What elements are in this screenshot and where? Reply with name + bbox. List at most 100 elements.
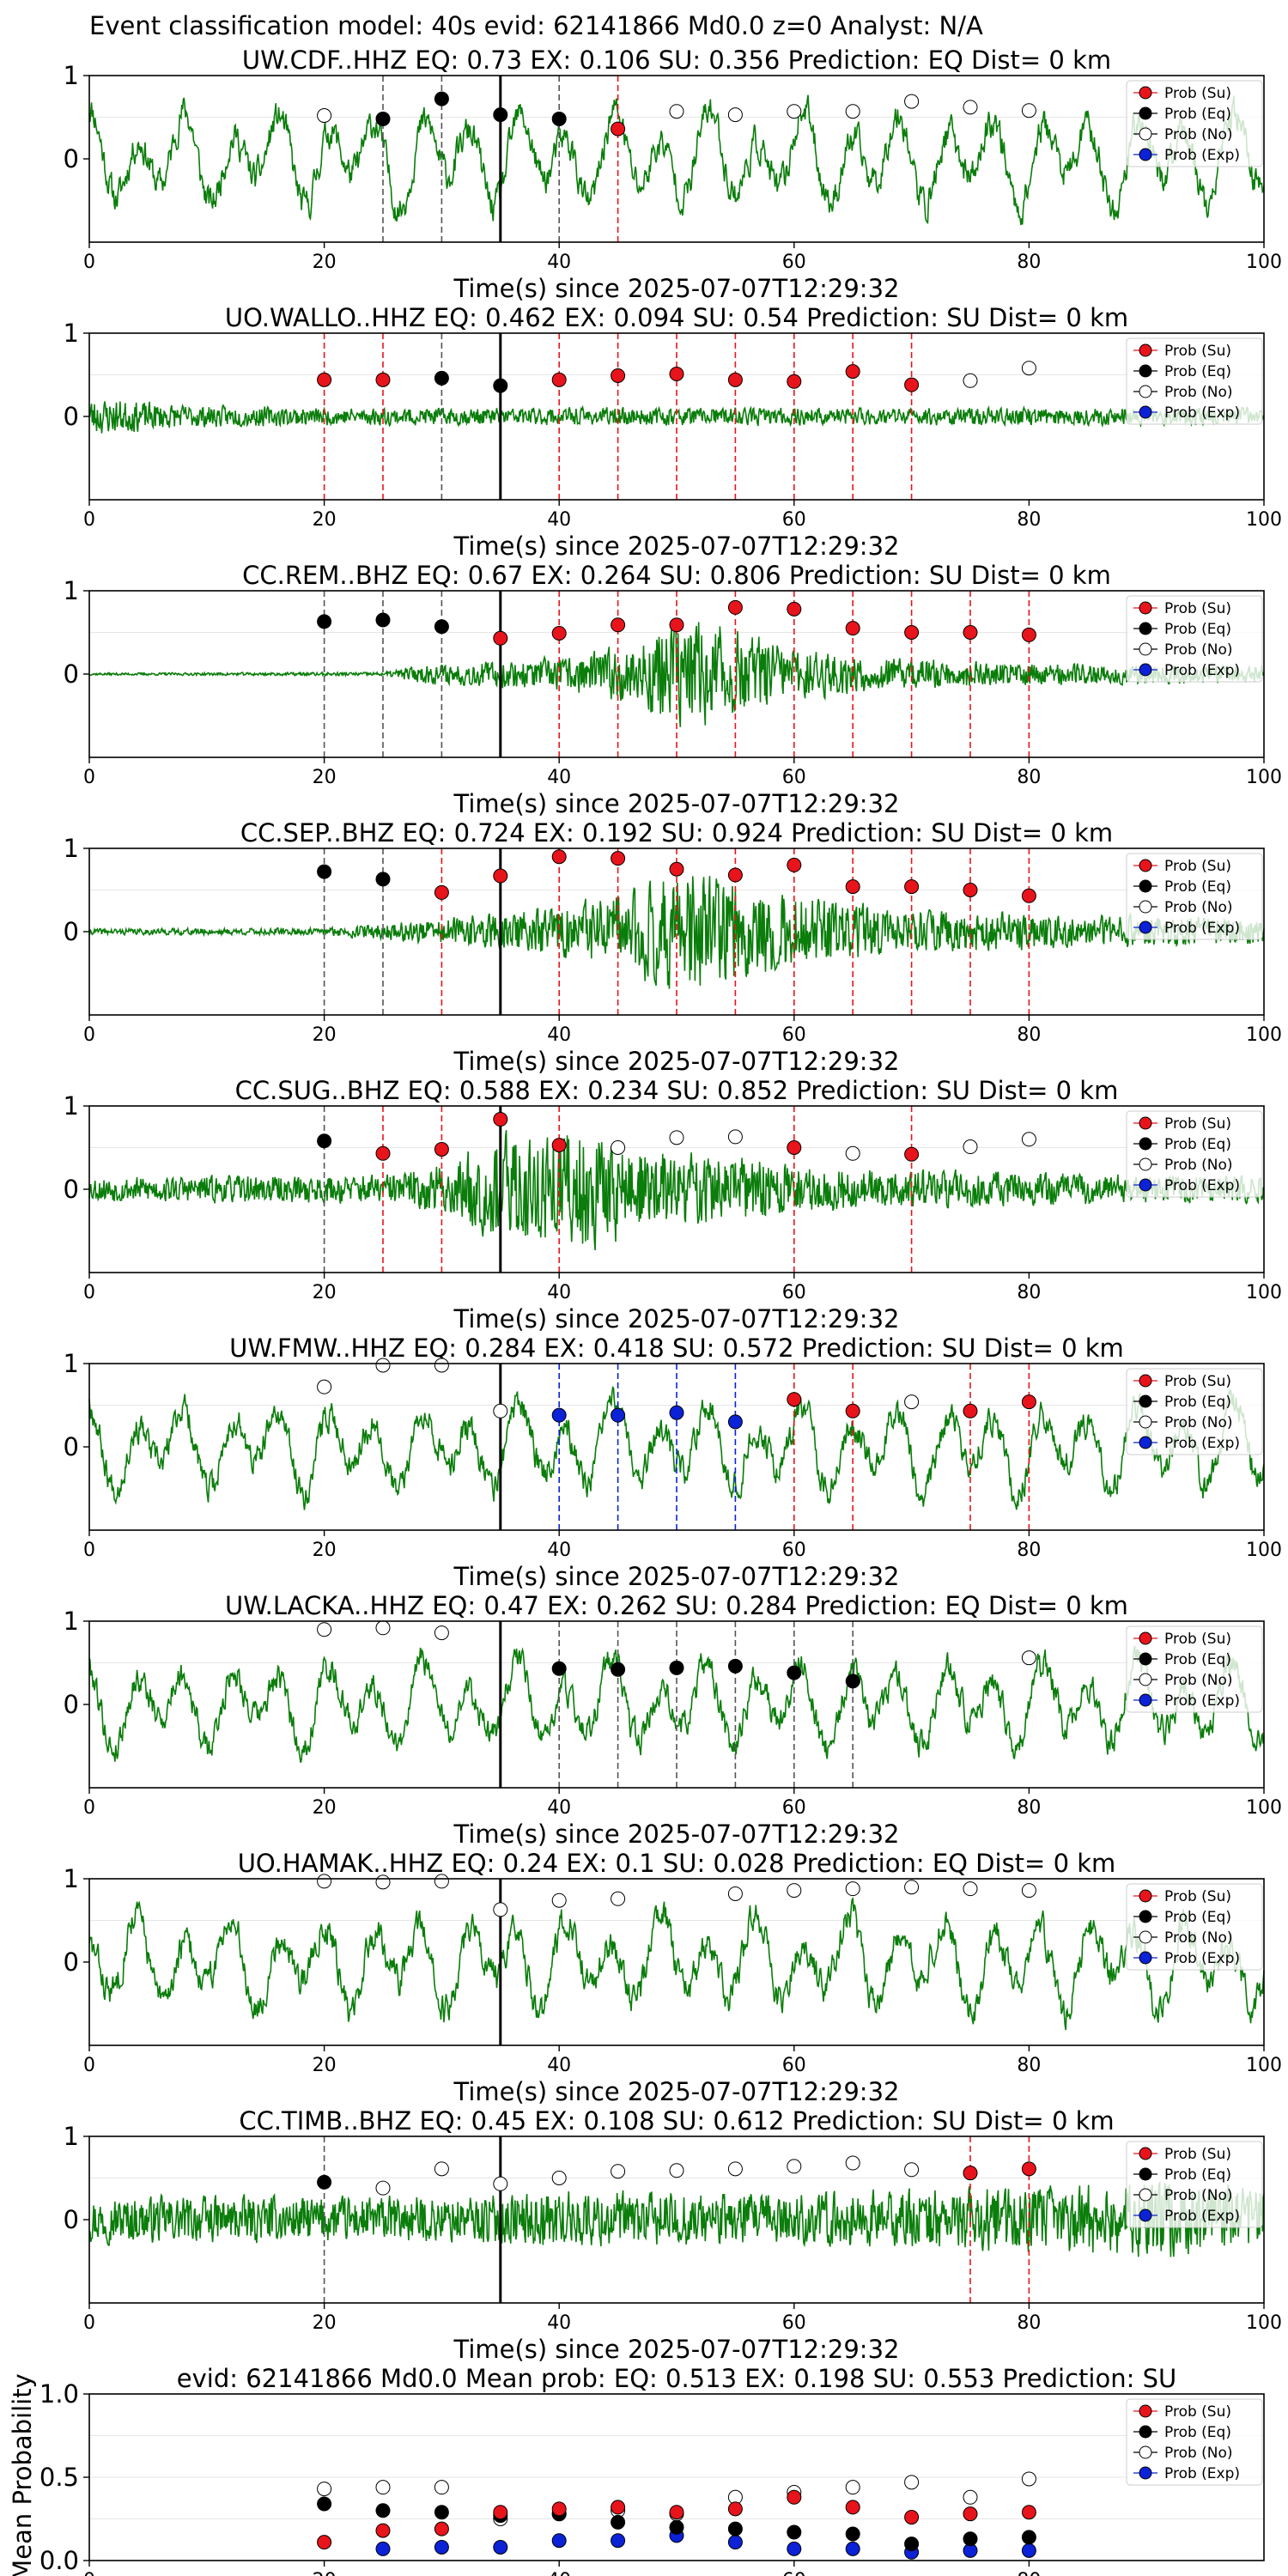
waveform-trace — [88, 876, 1265, 989]
probability-point-eq — [434, 91, 449, 106]
probability-point-no — [727, 107, 743, 123]
y-tick-label: 1 — [64, 1607, 79, 1636]
probability-point-no — [1021, 1650, 1036, 1666]
mean-point-no — [963, 2489, 978, 2505]
x-tick-label: 80 — [1017, 1797, 1041, 1819]
probability-point-eq — [317, 864, 332, 879]
x-axis-label: Time(s) since 2025-07-07T12:29:32 — [453, 1562, 900, 1591]
x-tick-label: 100 — [1246, 2055, 1282, 2076]
probability-point-su — [787, 1392, 802, 1407]
mean-point-su — [493, 2505, 508, 2520]
legend-box — [1126, 1368, 1263, 1455]
x-axis-label: Time(s) since 2025-07-07T12:29:32 — [453, 532, 900, 561]
x-tick-label: 20 — [313, 1024, 337, 1046]
legend-box — [1126, 1110, 1263, 1198]
legend-marker-exp — [1139, 148, 1152, 161]
legend-marker-exp — [1139, 663, 1152, 677]
probability-point-eq — [669, 1660, 684, 1675]
x-tick-label: 60 — [782, 2570, 806, 2576]
probability-point-su — [493, 868, 508, 884]
probability-point-no — [375, 1620, 391, 1636]
legend-marker-su — [1139, 1889, 1152, 1903]
mean-point-eq — [669, 2519, 684, 2535]
probability-point-no — [963, 100, 978, 115]
x-tick-label: 20 — [313, 767, 337, 788]
probability-point-su — [611, 368, 626, 383]
x-tick-label: 40 — [547, 1540, 571, 1561]
legend-marker-exp — [1139, 1951, 1152, 1965]
legend-label: Prob (Eq) — [1164, 1651, 1231, 1668]
legend-marker-eq — [1139, 1394, 1152, 1408]
legend-label: Prob (Eq) — [1164, 878, 1231, 896]
probability-point-eq — [787, 1665, 802, 1680]
legend-label: Prob (No) — [1164, 1414, 1233, 1431]
x-tick-label: 80 — [1017, 767, 1041, 788]
x-tick-label: 60 — [782, 509, 806, 531]
probability-point-no — [375, 1358, 391, 1373]
x-tick-label: 60 — [782, 767, 806, 788]
probability-point-su — [434, 884, 449, 900]
legend-marker-exp — [1139, 1178, 1152, 1192]
legend-label: Prob (No) — [1164, 641, 1233, 659]
x-tick-label: 100 — [1246, 1540, 1282, 1561]
x-tick-label: 0 — [83, 509, 95, 531]
probability-point-no — [787, 104, 802, 119]
legend-box — [1126, 80, 1263, 167]
x-tick-label: 20 — [313, 2312, 337, 2334]
legend-label: Prob (Eq) — [1164, 1394, 1231, 1411]
probability-point-su — [611, 121, 626, 137]
probability-point-no — [434, 1625, 449, 1641]
x-axis-label: Time(s) since 2025-07-07T12:29:32 — [453, 274, 900, 303]
legend-label: Prob (Exp) — [1164, 2208, 1240, 2225]
probability-point-su — [787, 857, 802, 872]
mean-point-no — [317, 2482, 332, 2497]
mean-point-eq — [904, 2537, 920, 2552]
x-tick-label: 100 — [1246, 1797, 1282, 1819]
x-tick-label: 80 — [1017, 252, 1041, 273]
panel-title: CC.TIMB..BHZ EQ: 0.45 EX: 0.108 SU: 0.61… — [239, 2106, 1114, 2136]
probability-point-su — [375, 372, 391, 387]
probability-point-su — [669, 367, 684, 382]
x-tick-label: 80 — [1017, 1282, 1041, 1303]
x-tick-label: 40 — [547, 1282, 571, 1303]
legend-label: Prob (Su) — [1164, 1115, 1231, 1133]
probability-point-no — [493, 2176, 508, 2191]
x-tick-label: 60 — [782, 1797, 806, 1819]
legend-label: Prob (Exp) — [1164, 920, 1240, 937]
probability-point-no — [551, 1893, 567, 1908]
panel-title: CC.REM..BHZ EQ: 0.67 EX: 0.264 SU: 0.806… — [242, 561, 1111, 590]
probability-point-su — [611, 617, 626, 633]
legend-marker-eq — [1139, 622, 1152, 635]
probability-point-eq — [317, 614, 332, 629]
legend-label: Prob (Exp) — [1164, 1692, 1240, 1710]
legend-marker-exp — [1139, 1693, 1152, 1707]
probability-point-no — [845, 2155, 860, 2171]
mean-point-eq — [787, 2524, 802, 2540]
probability-point-no — [611, 1140, 626, 1155]
panel-9: CC.TIMB..BHZ EQ: 0.45 EX: 0.108 SU: 0.61… — [64, 2106, 1282, 2364]
x-tick-label: 0 — [83, 1282, 95, 1303]
legend-label: Prob (No) — [1164, 126, 1233, 143]
x-axis-label: Time(s) since 2025-07-07T12:29:32 — [453, 1304, 900, 1334]
legend-label: Prob (Su) — [1164, 858, 1231, 875]
legend-label: Prob (Su) — [1164, 343, 1231, 360]
probability-point-no — [611, 2164, 626, 2179]
mean-point-su — [551, 2501, 567, 2517]
y-tick-label: 0 — [64, 917, 79, 946]
panel-8: UO.HAMAK..HHZ EQ: 0.24 EX: 0.1 SU: 0.028… — [64, 1849, 1282, 2106]
legend-marker-no — [1139, 642, 1152, 656]
panel-10: evid: 62141866 Md0.0 Mean prob: EQ: 0.51… — [8, 2364, 1265, 2576]
probability-point-su — [551, 625, 567, 641]
probability-point-no — [375, 1874, 391, 1890]
probability-point-no — [317, 1622, 332, 1637]
probability-point-eq — [434, 619, 449, 635]
probability-point-su — [317, 372, 332, 387]
y-tick-label: 1 — [64, 1349, 79, 1378]
x-tick-label: 40 — [547, 767, 571, 788]
probability-point-su — [727, 599, 743, 615]
x-tick-label: 40 — [547, 509, 571, 531]
x-tick-label: 80 — [1017, 1540, 1041, 1561]
x-axis-label: Time(s) since 2025-07-07T12:29:32 — [453, 2077, 900, 2106]
x-tick-label: 0 — [83, 252, 95, 273]
mean-point-eq — [1021, 2530, 1036, 2545]
